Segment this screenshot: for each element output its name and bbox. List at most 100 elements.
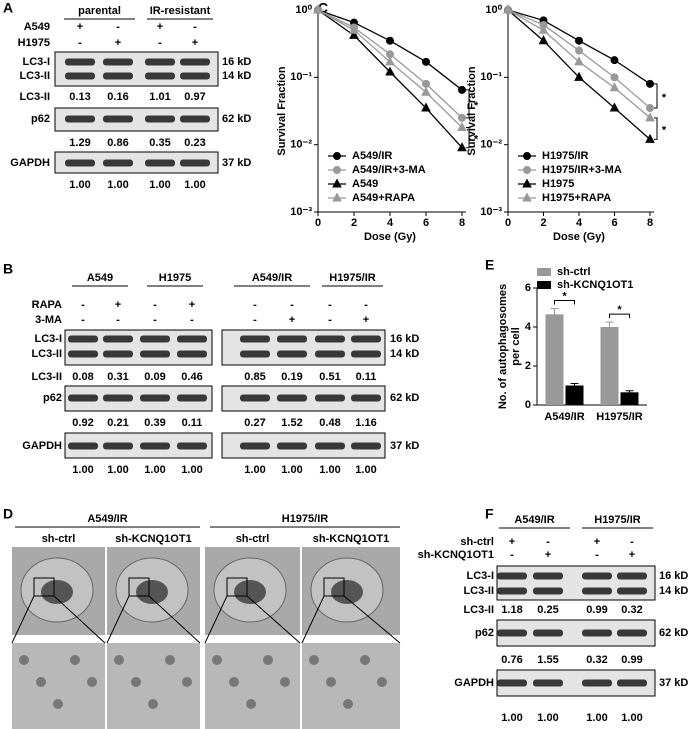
- band: [497, 679, 527, 687]
- point: [421, 86, 431, 96]
- condition-sign: +: [363, 314, 369, 326]
- band: [351, 335, 381, 343]
- quant-value: 0.92: [72, 417, 93, 429]
- condition-sign: +: [629, 549, 635, 561]
- zoom-line: [246, 595, 301, 644]
- significance-bracket: [466, 89, 470, 119]
- size-label: 62 kD: [390, 392, 419, 404]
- band: [140, 335, 170, 343]
- quant-value: 0.11: [182, 417, 203, 429]
- em-vesicle: [212, 655, 222, 665]
- y-tick-label: 10⁰: [295, 4, 312, 16]
- band: [180, 58, 210, 66]
- band: [277, 442, 307, 450]
- significance-label: *: [617, 304, 622, 316]
- em-vesicle: [263, 655, 273, 665]
- condition-sign: -: [290, 299, 294, 311]
- y-tick-label: 0: [525, 399, 531, 411]
- size-label: 62 kD: [659, 627, 688, 639]
- em-vesicle: [53, 699, 63, 709]
- band-label: p62: [475, 627, 494, 639]
- quant-value: 1.00: [69, 179, 90, 191]
- condition-sign: +: [509, 536, 515, 548]
- point: [645, 133, 655, 143]
- condition-sign: -: [328, 299, 332, 311]
- quant-value: 0.51: [319, 371, 340, 383]
- series-line: [317, 9, 463, 149]
- point: [349, 29, 359, 39]
- zoom-line: [148, 595, 201, 644]
- em-nucleus: [234, 580, 266, 604]
- quant-value: 0.32: [586, 654, 607, 666]
- band: [103, 394, 133, 402]
- significance-bracket: [466, 126, 470, 149]
- condition-sign: -: [546, 536, 550, 548]
- error-bar: [570, 383, 579, 386]
- band: [65, 115, 95, 123]
- band-label: LC3-I: [35, 333, 63, 345]
- size-label: 37 kD: [659, 677, 688, 689]
- condition-sign: +: [289, 314, 295, 326]
- condition-sign: -: [364, 299, 368, 311]
- band: [315, 335, 345, 343]
- band: [145, 72, 175, 80]
- quant-value: 1.29: [69, 137, 90, 149]
- em-vesicle: [19, 655, 29, 665]
- band-label: p62: [43, 392, 62, 404]
- panel-letter: D: [3, 506, 13, 522]
- band: [145, 58, 175, 66]
- condition-sign: -: [253, 299, 257, 311]
- point: [610, 56, 619, 65]
- band-label: LC3-I: [467, 570, 495, 582]
- quant-value: 1.55: [537, 654, 558, 666]
- size-label: 37 kD: [222, 157, 251, 169]
- quant-value: 0.76: [501, 654, 522, 666]
- condition-sign: +: [545, 549, 551, 561]
- quant-value: 0.46: [181, 371, 202, 383]
- y-tick-label: 10⁻²: [480, 139, 502, 151]
- band: [240, 394, 270, 402]
- quant-value: 1.00: [107, 464, 128, 476]
- band: [103, 115, 133, 123]
- x-tick-label: 8: [459, 217, 465, 229]
- y-tick-label: 4: [525, 321, 532, 333]
- point: [457, 142, 467, 152]
- quant-label: LC3-II: [463, 604, 494, 616]
- x-tick-label: A549/IR: [544, 411, 584, 423]
- point: [646, 79, 654, 88]
- band: [617, 572, 647, 580]
- zoom-line: [106, 595, 130, 644]
- panel-letter: B: [3, 261, 13, 277]
- band: [617, 679, 647, 687]
- point: [646, 104, 654, 113]
- legend-swatch: [537, 281, 551, 289]
- error-bar: [625, 390, 634, 393]
- point: [609, 82, 620, 92]
- x-tick-label: 2: [540, 217, 546, 229]
- band: [582, 572, 612, 580]
- condition-label: sh-KCNQ1OT1: [313, 533, 389, 545]
- condition-sign: -: [253, 314, 257, 326]
- x-tick-label: 8: [647, 217, 653, 229]
- point: [422, 57, 430, 66]
- band: [103, 159, 133, 167]
- band: [177, 442, 207, 450]
- point: [575, 46, 583, 55]
- condition-sign: -: [328, 314, 332, 326]
- band: [140, 394, 170, 402]
- significance-label: *: [474, 134, 479, 146]
- quant-value: 1.00: [181, 464, 202, 476]
- band: [351, 442, 381, 450]
- point: [645, 112, 655, 122]
- blot-membrane: [54, 107, 219, 132]
- quant-value: 0.16: [107, 91, 128, 103]
- group-label: H1975/IR: [282, 513, 329, 525]
- condition-sign: +: [157, 21, 163, 33]
- quant-value: 1.00: [244, 464, 265, 476]
- band: [315, 394, 345, 402]
- size-label: 37 kD: [390, 440, 419, 452]
- quant-label: LC3-II: [31, 371, 62, 383]
- em-vesicle: [87, 677, 97, 687]
- band: [582, 587, 612, 595]
- blot-membrane: [54, 151, 219, 174]
